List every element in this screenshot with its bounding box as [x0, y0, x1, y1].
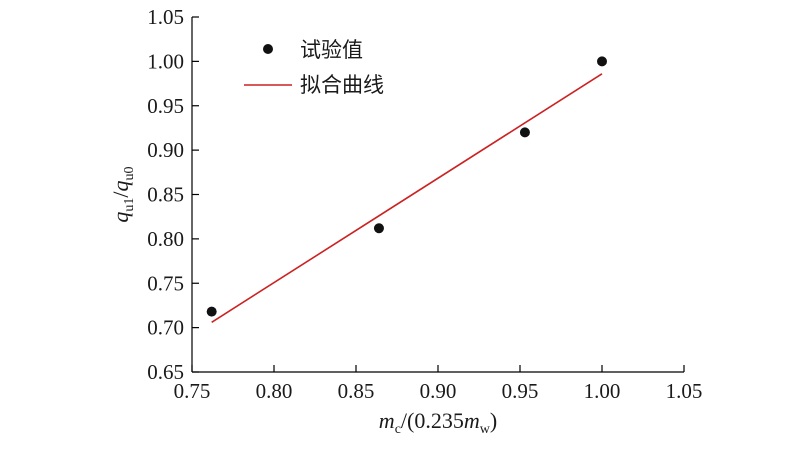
- x-title-m: m: [379, 408, 395, 433]
- x-tick-label: 1.00: [584, 379, 621, 403]
- fit-line: [211, 73, 603, 323]
- x-tick-label: 0.90: [420, 379, 457, 403]
- y-tick-label: 0.95: [147, 94, 184, 118]
- axes: [191, 17, 684, 373]
- y-tick-label: 0.90: [147, 138, 184, 162]
- x-tick-label: 1.05: [666, 379, 703, 403]
- y-axis-ticks: 0.65 0.70 0.75 0.80 0.85 0.90 0.95 1.00 1.05: [147, 5, 199, 384]
- x-axis-ticks: 0.75 0.80 0.85 0.90 0.95 1.00 1.05: [174, 365, 703, 403]
- data-point: [519, 127, 530, 138]
- y-title-q1: q: [108, 212, 133, 223]
- x-title-mid: /(0.235: [401, 408, 464, 433]
- y-axis-title: qu1/qu0: [108, 166, 137, 222]
- y-title-slash: /: [108, 191, 133, 198]
- data-point: [206, 306, 217, 317]
- y-title-sub-u0: u0: [122, 166, 137, 180]
- y-tick-label: 0.65: [147, 360, 184, 384]
- y-title-sub-u1: u1: [122, 198, 137, 212]
- x-title-sub-w: w: [480, 422, 491, 437]
- y-tick-label: 0.75: [147, 271, 184, 295]
- y-tick-label: 1.00: [147, 49, 184, 73]
- y-tick-label: 0.80: [147, 227, 184, 251]
- y-tick-label: 0.70: [147, 316, 184, 340]
- legend-marker-points: [263, 44, 273, 54]
- plot-marks: [206, 56, 607, 323]
- x-tick-label: 0.75: [174, 379, 211, 403]
- x-tick-label: 0.95: [502, 379, 539, 403]
- x-title-sub-c: c: [395, 422, 401, 437]
- y-title-q2: q: [108, 180, 133, 191]
- x-tick-label: 0.85: [338, 379, 375, 403]
- legend-label-points: 试验值: [300, 38, 363, 62]
- y-tick-label: 0.85: [147, 183, 184, 207]
- y-tick-label: 1.05: [147, 5, 184, 29]
- x-tick-label: 0.80: [256, 379, 293, 403]
- legend-label-line: 拟合曲线: [300, 73, 384, 97]
- x-title-end: ): [490, 408, 497, 433]
- x-title-m2: m: [464, 408, 480, 433]
- legend: 试验值 拟合曲线: [244, 38, 384, 97]
- x-axis-title: mc/(0.235mw): [379, 408, 497, 437]
- data-point: [373, 223, 384, 234]
- data-point: [597, 56, 607, 67]
